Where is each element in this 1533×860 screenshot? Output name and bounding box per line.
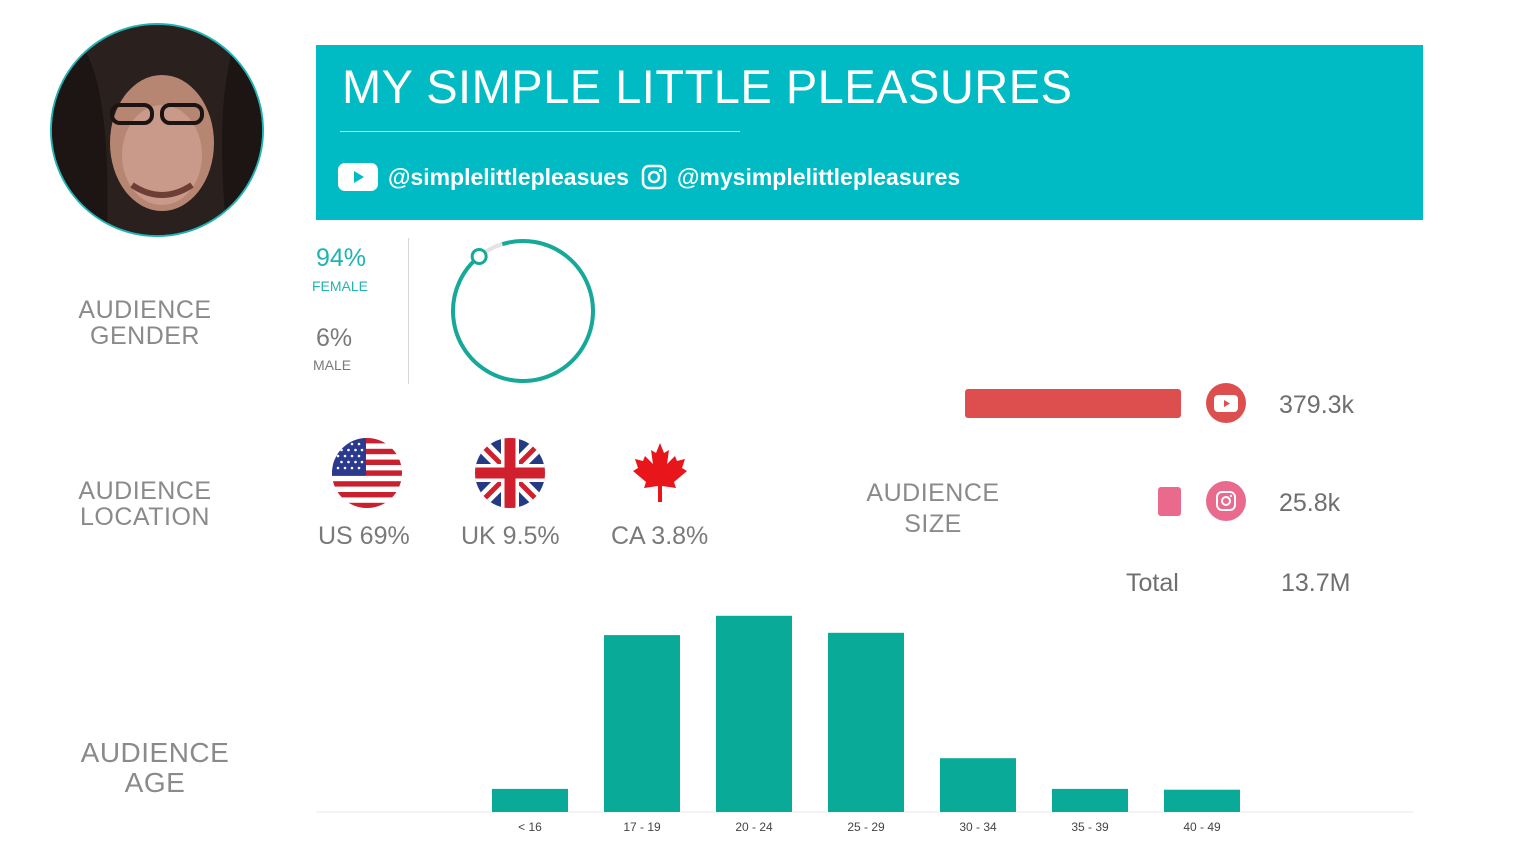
- age-bar: [828, 632, 904, 812]
- instagram-size-bar: [1158, 487, 1181, 516]
- age-bar: [1164, 789, 1240, 812]
- instagram-icon: [1206, 481, 1246, 521]
- audience-location-label: AUDIENCE LOCATION: [70, 478, 220, 530]
- section-label-line: SIZE: [904, 510, 962, 538]
- audience-size-label: AUDIENCE SIZE: [858, 478, 1008, 540]
- age-bar-chart: < 16 17 - 19 20 - 24 25 - 29 30 - 34 35 - 39 4…: [316, 615, 1413, 834]
- youtube-size-bar: [965, 389, 1181, 418]
- youtube-icon: [1206, 383, 1246, 423]
- total-label: Total: [1126, 569, 1179, 597]
- section-label-line: AUDIENCE: [78, 296, 212, 324]
- uk-flag-icon: [475, 438, 545, 508]
- title-divider: [340, 131, 740, 132]
- audience-gender-label: AUDIENCE GENDER: [70, 297, 220, 349]
- youtube-handle-text: @simplelittlepleasues: [388, 163, 630, 190]
- header-banner: MY SIMPLE LITTLE PLEASURES @simplelittle…: [316, 45, 1423, 220]
- gender-divider: [408, 238, 409, 384]
- age-bar: [716, 615, 792, 812]
- section-label-line: AUDIENCE: [80, 737, 230, 768]
- section-label-line: GENDER: [90, 322, 200, 350]
- instagram-handle-link[interactable]: @mysimplelittlepleasures: [641, 161, 960, 193]
- x-tick-label: < 16: [518, 820, 542, 834]
- x-tick-label: 17 - 19: [623, 820, 661, 834]
- x-tick-label: 35 - 39: [1071, 820, 1109, 834]
- x-tick-label: 25 - 29: [847, 820, 885, 834]
- section-label-line: LOCATION: [80, 503, 210, 531]
- male-label: MALE: [313, 357, 352, 373]
- section-label-line: AUDIENCE: [866, 479, 1000, 507]
- youtube-handle-link[interactable]: @simplelittlepleasues: [338, 161, 629, 193]
- age-bar: [1052, 788, 1128, 812]
- female-label: FEMALE: [312, 278, 369, 294]
- male-percent: 6%: [316, 324, 353, 352]
- youtube-icon: [338, 163, 378, 191]
- total-audience-value: 13.7M: [1281, 569, 1351, 597]
- instagram-handle-text: @mysimplelittlepleasures: [677, 163, 961, 190]
- country-ca: CA 3.8%: [611, 522, 709, 550]
- canada-flag-icon: [625, 438, 695, 508]
- section-label-line: AUDIENCE: [78, 477, 212, 505]
- age-bar: [492, 788, 568, 812]
- audience-age-label: AUDIENCE AGE: [70, 738, 240, 798]
- us-flag-icon: [332, 438, 402, 508]
- country-us: US 69%: [318, 522, 410, 550]
- youtube-audience-value: 379.3k: [1279, 391, 1355, 419]
- x-tick-label: 30 - 34: [959, 820, 997, 834]
- instagram-icon: [641, 164, 667, 190]
- age-bar: [604, 635, 680, 812]
- female-percent: 94%: [316, 244, 367, 272]
- female-donut-arc: [451, 239, 595, 383]
- section-label-line: AGE: [124, 767, 186, 798]
- page-title: MY SIMPLE LITTLE PLEASURES: [342, 60, 1073, 113]
- age-bar: [940, 758, 1016, 812]
- instagram-audience-value: 25.8k: [1279, 489, 1341, 517]
- avatar: [50, 23, 264, 237]
- donut-knob: [470, 247, 488, 265]
- country-uk: UK 9.5%: [461, 522, 560, 550]
- x-tick-label: 40 - 49: [1183, 820, 1221, 834]
- x-tick-label: 20 - 24: [735, 820, 773, 834]
- gender-donut-chart: [451, 239, 595, 383]
